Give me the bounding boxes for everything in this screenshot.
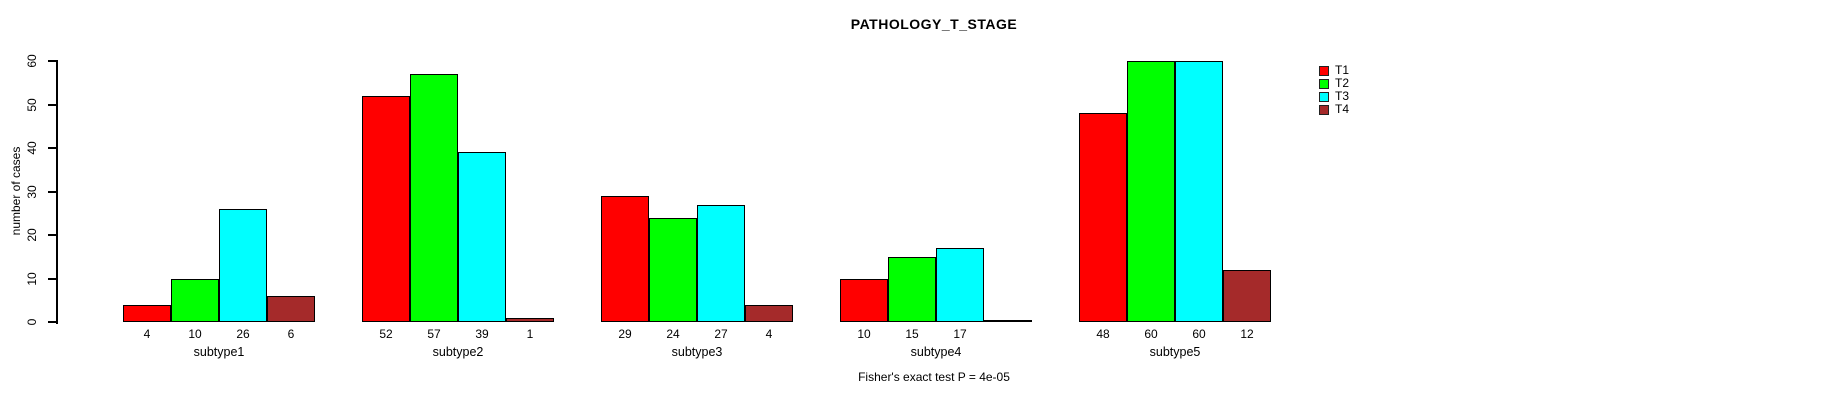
bar-value-label: 57 xyxy=(427,327,441,341)
bar-t1-subtype3 xyxy=(601,195,649,322)
legend-item-t1: T1 xyxy=(1319,64,1349,77)
bar-value-label: 27 xyxy=(714,327,728,341)
chart-title: PATHOLOGY_T_STAGE xyxy=(850,16,1018,32)
y-tick xyxy=(48,190,56,193)
bar-value-label: 24 xyxy=(666,327,680,341)
group-label-subtype1: subtype1 xyxy=(193,345,245,359)
bar-t3-subtype3 xyxy=(697,204,745,322)
bar-value-label: 48 xyxy=(1096,327,1110,341)
bar-t1-subtype4 xyxy=(840,278,888,322)
y-tick-label: 10 xyxy=(25,271,39,286)
bar-t3-subtype1 xyxy=(219,208,267,322)
y-axis-line xyxy=(56,60,58,324)
bar-value-label: 12 xyxy=(1240,327,1254,341)
group-label-subtype4: subtype4 xyxy=(910,345,962,359)
bar-t1-subtype1 xyxy=(123,304,171,322)
bar-t4-subtype1 xyxy=(267,295,315,322)
y-tick-label: 0 xyxy=(25,318,39,326)
y-tick-label: 60 xyxy=(25,54,39,68)
legend-label-t1: T1 xyxy=(1335,63,1350,77)
bar-value-label: 10 xyxy=(188,327,202,341)
bar-t1-subtype5 xyxy=(1079,113,1127,322)
legend: T1 T2 T3 T4 xyxy=(1319,64,1349,116)
bar-t4-subtype4-zero xyxy=(984,320,1032,322)
y-tick xyxy=(48,60,56,62)
bar-value-label: 60 xyxy=(1192,327,1206,341)
group-label-subtype3: subtype3 xyxy=(671,345,723,359)
bar-t3-subtype4 xyxy=(936,248,984,322)
y-tick xyxy=(48,277,56,280)
y-tick-label: 40 xyxy=(25,141,39,155)
bar-value-label: 52 xyxy=(379,327,393,341)
bar-t2-subtype4 xyxy=(888,256,936,322)
bar-t2-subtype2 xyxy=(410,74,458,322)
bar-value-label: 39 xyxy=(475,327,489,341)
bar-t4-subtype2 xyxy=(506,317,554,322)
fisher-test-annotation: Fisher's exact test P = 4e-05 xyxy=(858,370,1010,384)
bar-t3-subtype5 xyxy=(1175,61,1223,322)
bar-value-label: 6 xyxy=(287,327,295,341)
legend-item-t4: T4 xyxy=(1319,103,1349,116)
bar-t3-subtype2 xyxy=(458,152,506,322)
y-tick xyxy=(48,321,56,323)
legend-item-t2: T2 xyxy=(1319,77,1349,90)
bar-t2-subtype5 xyxy=(1127,61,1175,322)
legend-swatch-t3 xyxy=(1319,91,1329,102)
y-tick xyxy=(48,234,56,236)
bar-value-label: 15 xyxy=(905,327,919,341)
bar-value-label: 1 xyxy=(526,327,534,341)
group-label-subtype2: subtype2 xyxy=(432,345,484,359)
bar-t2-subtype3 xyxy=(649,217,697,322)
group-label-subtype5: subtype5 xyxy=(1149,345,1201,359)
legend-item-t3: T3 xyxy=(1319,90,1349,103)
y-tick-label: 30 xyxy=(25,184,39,199)
legend-swatch-t4 xyxy=(1319,104,1329,115)
legend-label-t4: T4 xyxy=(1335,102,1350,116)
y-tick-label: 50 xyxy=(25,97,39,112)
legend-swatch-t2 xyxy=(1319,78,1329,89)
y-tick xyxy=(48,147,56,149)
y-tick-label: 20 xyxy=(25,228,39,242)
bar-value-label: 10 xyxy=(857,327,871,341)
bar-value-label: 4 xyxy=(143,327,151,341)
legend-label-t3: T3 xyxy=(1335,89,1350,103)
legend-swatch-t1 xyxy=(1319,65,1329,76)
bar-t4-subtype3 xyxy=(745,304,793,322)
y-tick xyxy=(48,103,56,106)
bar-value-label: 60 xyxy=(1144,327,1158,341)
bar-t4-subtype5 xyxy=(1223,269,1271,322)
bar-value-label: 17 xyxy=(953,327,967,341)
bar-value-label: 26 xyxy=(236,327,250,341)
bar-value-label: 29 xyxy=(618,327,632,341)
bar-value-label: 4 xyxy=(765,327,773,341)
bar-t1-subtype2 xyxy=(362,95,410,322)
legend-label-t2: T2 xyxy=(1335,76,1350,90)
bar-t2-subtype1 xyxy=(171,278,219,322)
